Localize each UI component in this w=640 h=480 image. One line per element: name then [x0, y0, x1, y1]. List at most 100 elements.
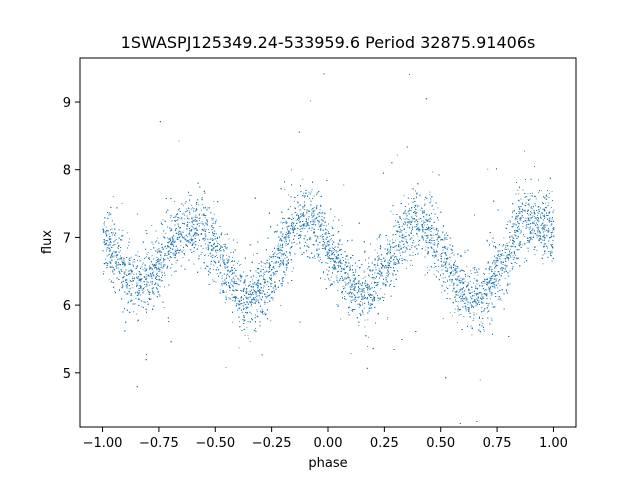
- data-point: [338, 262, 339, 264]
- data-point: [118, 248, 119, 250]
- data-point: [213, 227, 215, 229]
- data-point: [320, 235, 322, 237]
- data-point: [404, 251, 406, 253]
- data-point: [463, 271, 465, 272]
- data-point: [416, 219, 418, 221]
- data-point: [157, 237, 159, 239]
- data-point: [512, 212, 513, 214]
- data-point: [542, 239, 544, 241]
- data-point: [363, 296, 365, 297]
- data-point: [187, 210, 189, 211]
- data-point: [425, 249, 427, 251]
- data-point: [139, 298, 140, 300]
- data-point: [191, 204, 192, 206]
- data-point: [151, 255, 153, 257]
- data-point: [475, 285, 476, 287]
- data-point: [541, 190, 543, 192]
- data-point: [373, 291, 374, 292]
- data-point: [509, 248, 511, 250]
- data-point: [397, 270, 399, 272]
- data-point: [142, 263, 144, 265]
- data-point: [186, 240, 188, 242]
- data-point: [532, 235, 534, 237]
- data-point: [193, 216, 195, 218]
- data-point: [460, 277, 462, 279]
- data-point: [503, 267, 505, 269]
- data-point: [544, 253, 546, 255]
- data-point: [524, 261, 525, 263]
- data-point: [349, 267, 351, 269]
- data-point: [121, 203, 123, 204]
- data-point: [435, 234, 437, 235]
- data-point: [246, 306, 248, 308]
- data-point: [480, 292, 482, 294]
- data-point: [152, 263, 154, 265]
- data-point: [387, 243, 389, 245]
- data-point: [347, 276, 349, 278]
- data-point: [395, 219, 396, 221]
- data-point: [426, 224, 428, 225]
- data-point: [114, 290, 116, 292]
- data-point: [212, 223, 214, 224]
- data-point: [189, 195, 191, 197]
- data-point: [344, 278, 345, 280]
- data-point: [134, 261, 136, 263]
- data-point: [193, 220, 195, 222]
- data-point: [480, 321, 482, 323]
- data-point: [299, 226, 301, 227]
- data-point: [427, 219, 429, 220]
- data-point: [177, 232, 179, 234]
- data-point: [213, 213, 215, 215]
- data-point: [232, 281, 234, 283]
- data-point: [380, 288, 382, 290]
- data-point: [273, 273, 275, 274]
- data-point: [276, 248, 278, 250]
- data-point: [136, 276, 137, 278]
- data-point: [300, 228, 302, 230]
- data-point: [528, 199, 530, 201]
- data-point: [383, 282, 385, 284]
- data-point: [226, 248, 228, 250]
- data-point: [160, 261, 162, 263]
- data-point: [522, 216, 524, 218]
- data-point: [490, 266, 492, 268]
- data-point: [262, 276, 264, 278]
- data-point: [491, 317, 493, 319]
- data-point: [497, 255, 498, 257]
- data-point: [352, 311, 354, 312]
- data-point: [304, 223, 306, 225]
- data-point: [161, 247, 163, 249]
- data-point: [368, 266, 370, 267]
- data-point: [249, 340, 251, 342]
- data-point: [189, 234, 191, 236]
- data-point: [239, 264, 240, 266]
- data-point: [201, 221, 203, 223]
- data-point: [269, 255, 271, 257]
- data-point: [393, 256, 395, 258]
- data-point: [311, 229, 313, 231]
- data-point: [106, 230, 108, 232]
- data-point: [411, 188, 413, 190]
- data-point: [543, 214, 545, 216]
- data-point: [428, 234, 429, 236]
- data-point: [187, 236, 189, 238]
- data-point: [404, 224, 406, 225]
- data-point: [530, 217, 532, 219]
- data-point: [106, 247, 108, 249]
- data-point: [551, 219, 553, 220]
- data-point: [128, 262, 130, 263]
- data-point: [497, 287, 499, 289]
- data-point: [140, 274, 142, 276]
- data-point: [370, 304, 372, 306]
- data-point: [289, 247, 291, 249]
- data-point: [119, 290, 120, 291]
- data-point: [153, 271, 155, 273]
- data-point: [167, 246, 169, 248]
- data-point: [264, 279, 266, 281]
- data-point: [281, 255, 282, 257]
- data-point: [362, 291, 364, 293]
- data-point: [437, 219, 439, 221]
- data-point: [246, 289, 247, 291]
- data-point: [111, 255, 112, 256]
- data-point: [535, 196, 537, 198]
